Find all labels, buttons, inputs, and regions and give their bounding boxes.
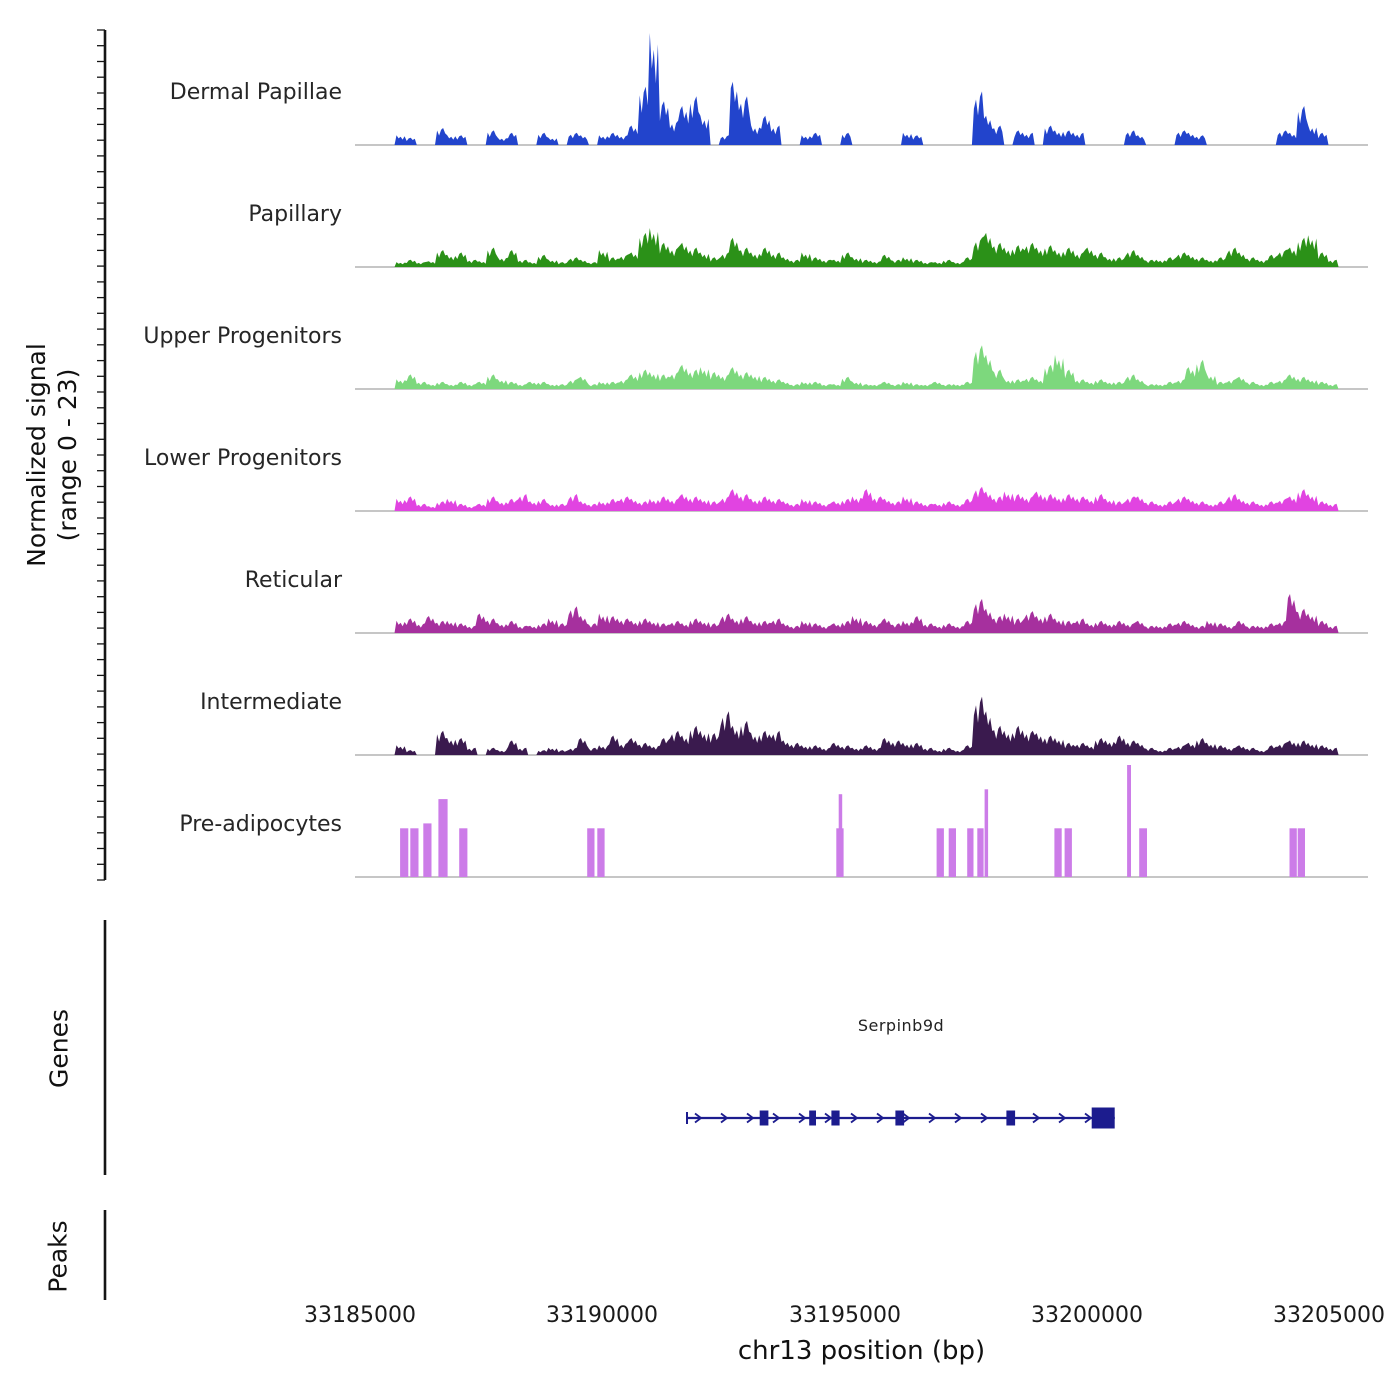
strand-arrow [876,1112,885,1124]
signal-area [355,345,1368,389]
x-axis-tick-label: 33195000 [789,1303,901,1328]
peak-bar [587,828,595,877]
x-axis-title: chr13 position (bp) [737,1336,986,1366]
signal-area [355,594,1368,633]
peak-bar [984,789,989,877]
track-label-lower-progenitors: Lower Progenitors [144,446,342,471]
strand-arrow [1032,1112,1041,1124]
peak-bar [977,828,984,877]
peak-bar [1127,765,1131,877]
peak-bar [936,828,944,877]
x-axis-tick-label: 33205000 [1273,1303,1385,1328]
track-label-upper-progenitors: Upper Progenitors [143,324,342,349]
peak-bar [410,828,419,877]
track-label-papillary: Papillary [248,202,342,227]
peak-bar [1064,828,1072,877]
signal-area [355,486,1368,511]
strand-arrow [954,1112,963,1124]
peak-bar [1139,828,1147,877]
peak-bar [948,828,956,877]
peak-bar [1289,828,1297,877]
peak-bar [597,828,605,877]
track-label-reticular: Reticular [244,568,342,593]
peak-bar [400,828,409,877]
gene-name-label: Serpinb9d [857,1016,945,1035]
strand-arrow [772,1112,781,1124]
x-axis-tick-label: 33200000 [1031,1303,1143,1328]
track-label-pre-adipocytes: Pre-adipocytes [179,812,342,837]
genes-section-label: Genes [44,1009,74,1089]
track-label-intermediate: Intermediate [200,690,342,715]
strand-arrow [850,1112,859,1124]
peak-bar [1297,828,1305,877]
gene-exon [1006,1110,1016,1126]
strand-arrow [980,1112,989,1124]
peak-bar [1054,828,1062,877]
x-axis-tick-label: 33185000 [304,1303,416,1328]
signal-area [355,696,1368,755]
signal-area [355,33,1368,145]
strand-arrow [720,1112,729,1124]
gene-exon [1091,1107,1115,1129]
track-label-dermal-papillae: Dermal Papillae [169,80,342,105]
strand-arrow [928,1112,937,1124]
signal-area [355,228,1368,267]
strand-arrow [746,1112,755,1124]
gene-exon [831,1110,840,1126]
peak-bar [459,828,468,877]
x-axis-tick-label: 33190000 [546,1303,658,1328]
peak-bar [438,799,448,877]
gene-exon [809,1110,816,1126]
strand-arrow [798,1112,807,1124]
peak-bar [967,828,974,877]
strand-arrow [694,1112,703,1124]
peaks-section-label: Peaks [43,1220,73,1293]
strand-arrow [824,1112,833,1124]
peak-bar [423,823,432,877]
strand-arrow [1058,1112,1067,1124]
gene-exon [895,1110,905,1126]
strand-arrow [902,1112,911,1124]
strand-arrow [1084,1112,1093,1124]
peak-bar [838,794,843,877]
gene-exon [759,1110,769,1126]
